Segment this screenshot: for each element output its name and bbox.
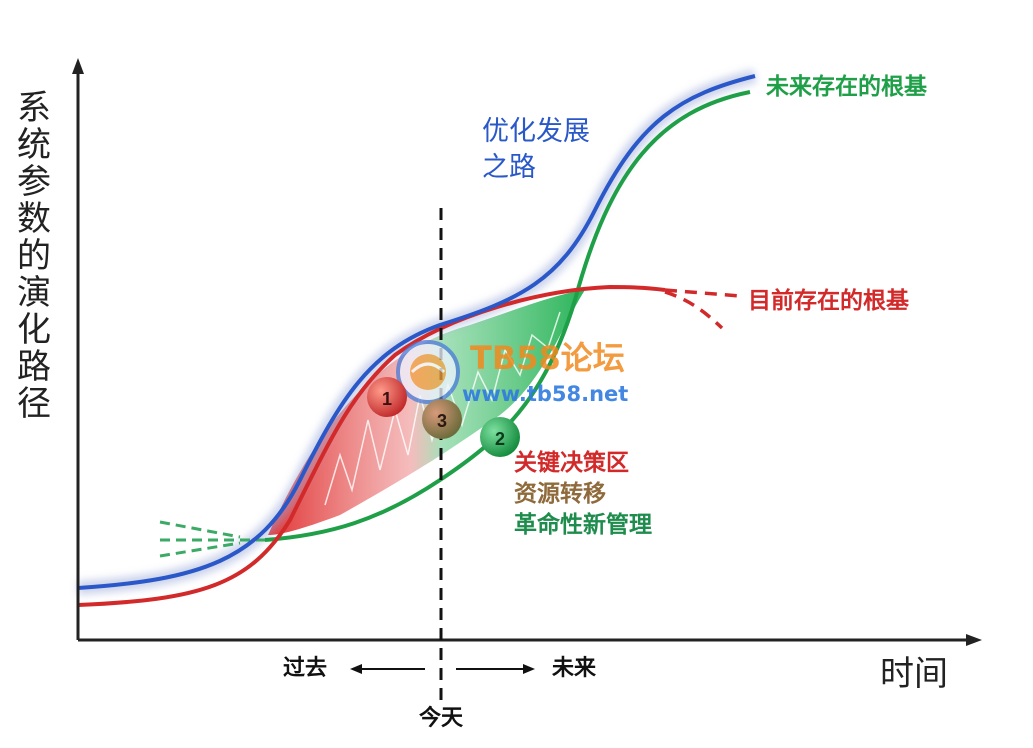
blue-curve-glow: [77, 69, 757, 595]
y-axis-label-char: 径: [17, 384, 51, 424]
timeline-past: 过去: [283, 656, 328, 681]
y-axis-arrow: [72, 58, 84, 74]
blue-curve-label-line1: 优化发展: [482, 116, 590, 147]
y-axis-label-char: 系: [17, 88, 51, 128]
legend-item-decision-zone: 关键决策区: [514, 450, 629, 476]
y-axis-label-char: 参: [17, 162, 51, 202]
timeline-future: 未来: [552, 656, 597, 681]
y-axis-label-char: 化: [17, 310, 51, 350]
red-dashed-tail-upper: [664, 288, 741, 298]
blue-curve-label-line2: 之路: [482, 152, 536, 183]
y-axis-label-char: 统: [17, 125, 51, 165]
marker-2-label: 2: [495, 429, 505, 449]
timeline-today: 今天: [419, 706, 464, 731]
blue-curve-label: 优化发展 之路: [482, 114, 590, 186]
green-curve-label: 未来存在的根基: [766, 74, 927, 100]
red-curve: [77, 284, 666, 607]
blue-curve: [77, 74, 756, 590]
watermark-logo-icon: [396, 340, 460, 404]
marker-3: 3: [422, 399, 462, 439]
red-curve-label: 目前存在的根基: [748, 288, 909, 314]
watermark-url: www.tb58.net: [462, 382, 629, 406]
green-dashed-tail-lower: [159, 541, 241, 558]
y-axis-label-char: 的: [17, 236, 51, 276]
y-axis-label-char: 数: [17, 199, 51, 239]
watermark-title: TB58论坛: [470, 339, 625, 377]
y-axis-label: 系统参数的演化路径: [14, 90, 54, 423]
x-axis-arrow: [966, 634, 982, 646]
future-arrow-head: [523, 664, 535, 674]
marker-1: 1: [367, 377, 407, 417]
past-arrow-head: [350, 664, 362, 674]
y-axis-label-char: 演: [17, 273, 51, 313]
marker-2: 2: [480, 417, 520, 457]
legend-item-resource-transfer: 资源转移: [514, 481, 606, 507]
marker-1-label: 1: [382, 389, 392, 409]
green-curve: [264, 90, 751, 542]
red-dashed-tail-lower: [664, 290, 724, 330]
x-axis-label: 时间: [880, 654, 948, 694]
y-axis-label-char: 路: [17, 347, 51, 387]
green-dashed-tail-upper: [159, 520, 241, 539]
legend-item-new-management: 革命性新管理: [514, 512, 652, 538]
marker-3-label: 3: [437, 411, 447, 431]
